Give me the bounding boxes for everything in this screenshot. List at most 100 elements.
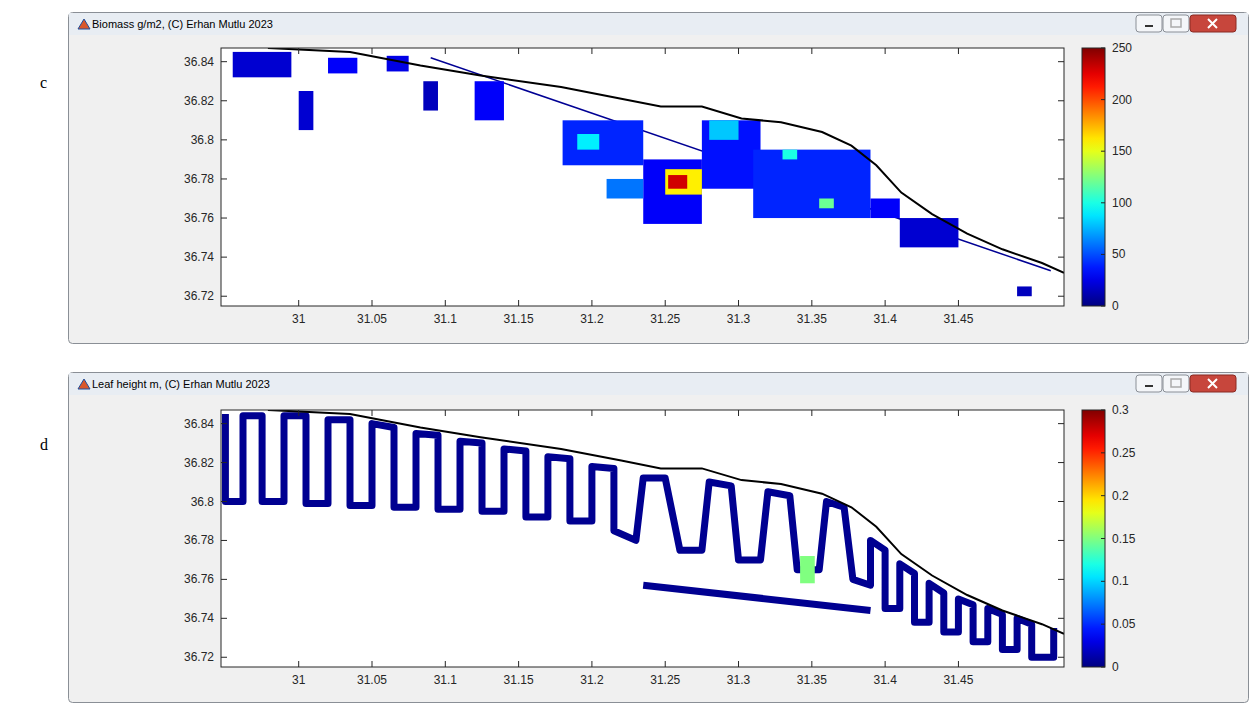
x-tick bbox=[811, 48, 812, 54]
y-tick bbox=[1058, 257, 1064, 258]
x-tick-label: 31.4 bbox=[873, 312, 897, 326]
figure-window: Biomass g/m2, (C) Erhan Mutlu 2023 bbox=[69, 13, 1249, 344]
x-tick bbox=[445, 300, 446, 306]
y-tick-label: 36.84 bbox=[184, 417, 214, 431]
value-patch bbox=[423, 81, 438, 110]
figure-window: Leaf height m, (C) Erhan Mutlu 2023 bbox=[69, 373, 1249, 703]
colorbar-tick-label: 0.05 bbox=[1112, 617, 1136, 631]
y-tick bbox=[1058, 618, 1064, 619]
window-title: Biomass g/m2, (C) Erhan Mutlu 2023 bbox=[92, 18, 273, 30]
maximize-glyph bbox=[1171, 19, 1181, 27]
minimize-button[interactable] bbox=[1136, 15, 1162, 32]
x-tick bbox=[372, 300, 373, 306]
y-tick bbox=[221, 501, 227, 502]
x-tick bbox=[885, 48, 886, 54]
value-patch bbox=[665, 169, 702, 194]
survey-track bbox=[643, 585, 870, 610]
x-tick bbox=[738, 300, 739, 306]
x-tick-label: 31.3 bbox=[727, 312, 751, 326]
coastline bbox=[268, 410, 1064, 634]
x-tick-label: 31.35 bbox=[797, 673, 827, 687]
title-bar bbox=[69, 373, 1248, 395]
x-tick bbox=[665, 48, 666, 54]
colorbar-tick bbox=[1101, 624, 1105, 625]
colorbar-tick-label: 200 bbox=[1112, 93, 1132, 107]
x-tick bbox=[885, 300, 886, 306]
x-tick-label: 31 bbox=[292, 312, 306, 326]
data-group bbox=[225, 410, 1064, 657]
y-tick-label: 36.82 bbox=[184, 94, 214, 108]
x-tick bbox=[811, 661, 812, 667]
x-tick bbox=[518, 410, 519, 416]
y-tick bbox=[1058, 423, 1064, 424]
y-tick bbox=[221, 218, 227, 219]
minimize-button[interactable] bbox=[1136, 375, 1162, 392]
y-tick bbox=[1058, 540, 1064, 541]
plot-frame bbox=[221, 48, 1064, 306]
colorbar-tick-label: 0.3 bbox=[1112, 403, 1129, 417]
x-tick bbox=[518, 48, 519, 54]
x-tick bbox=[665, 661, 666, 667]
app-icon bbox=[78, 19, 90, 29]
y-tick-label: 36.78 bbox=[184, 533, 214, 547]
x-tick bbox=[958, 48, 959, 54]
window-frame bbox=[69, 373, 1249, 703]
y-tick bbox=[221, 100, 227, 101]
colorbar-tick-label: 250 bbox=[1112, 41, 1132, 55]
close-button[interactable] bbox=[1190, 15, 1236, 32]
y-tick-label: 36.8 bbox=[191, 133, 215, 147]
close-glyph bbox=[1208, 379, 1217, 388]
x-tick bbox=[518, 300, 519, 306]
value-patch bbox=[233, 52, 292, 77]
colorbar-tick bbox=[1101, 667, 1105, 668]
x-tick bbox=[372, 410, 373, 416]
colorbar-tick-label: 0.2 bbox=[1112, 489, 1129, 503]
x-tick bbox=[298, 410, 299, 416]
plot-area bbox=[221, 48, 1064, 306]
x-tick bbox=[738, 410, 739, 416]
y-tick bbox=[221, 618, 227, 619]
maximize-button[interactable] bbox=[1163, 375, 1189, 392]
colorbar-tick bbox=[1101, 254, 1105, 255]
value-patch bbox=[870, 199, 899, 219]
value-patch bbox=[577, 134, 599, 150]
x-tick-label: 31.2 bbox=[580, 673, 604, 687]
data-group bbox=[233, 48, 1064, 296]
value-patch bbox=[563, 120, 644, 165]
x-tick-label: 31.25 bbox=[650, 312, 680, 326]
x-tick bbox=[591, 410, 592, 416]
x-tick bbox=[958, 661, 959, 667]
maximize-button[interactable] bbox=[1163, 15, 1189, 32]
colorbar-tick bbox=[1101, 306, 1105, 307]
close-button[interactable] bbox=[1190, 375, 1236, 392]
x-tick-label: 31.1 bbox=[434, 673, 458, 687]
x-tick-label: 31.25 bbox=[650, 673, 680, 687]
colorbar-tick bbox=[1101, 99, 1105, 100]
y-tick-label: 36.78 bbox=[184, 172, 214, 186]
value-patch bbox=[1017, 286, 1032, 296]
x-tick-label: 31 bbox=[292, 673, 306, 687]
value-patch bbox=[800, 556, 815, 583]
y-tick-label: 36.72 bbox=[184, 650, 214, 664]
colorbar-tick-label: 100 bbox=[1112, 196, 1132, 210]
colorbar-tick bbox=[1101, 48, 1105, 49]
panel-letter: c bbox=[40, 74, 47, 91]
x-tick-label: 31.15 bbox=[504, 673, 534, 687]
y-tick bbox=[1058, 296, 1064, 297]
y-tick bbox=[1058, 501, 1064, 502]
x-tick bbox=[885, 410, 886, 416]
value-patch bbox=[328, 58, 357, 74]
plot-area bbox=[221, 410, 1064, 667]
x-tick-label: 31.4 bbox=[873, 673, 897, 687]
value-patch bbox=[753, 150, 870, 218]
colorbar-tick-label: 0 bbox=[1112, 660, 1119, 674]
x-tick-label: 31.05 bbox=[357, 312, 387, 326]
colorbar bbox=[1082, 410, 1105, 667]
x-tick bbox=[958, 300, 959, 306]
title-bar bbox=[69, 13, 1248, 35]
x-tick-label: 31.1 bbox=[434, 312, 458, 326]
x-tick bbox=[372, 661, 373, 667]
coastline bbox=[268, 48, 1064, 273]
x-tick bbox=[811, 300, 812, 306]
y-tick-label: 36.76 bbox=[184, 211, 214, 225]
